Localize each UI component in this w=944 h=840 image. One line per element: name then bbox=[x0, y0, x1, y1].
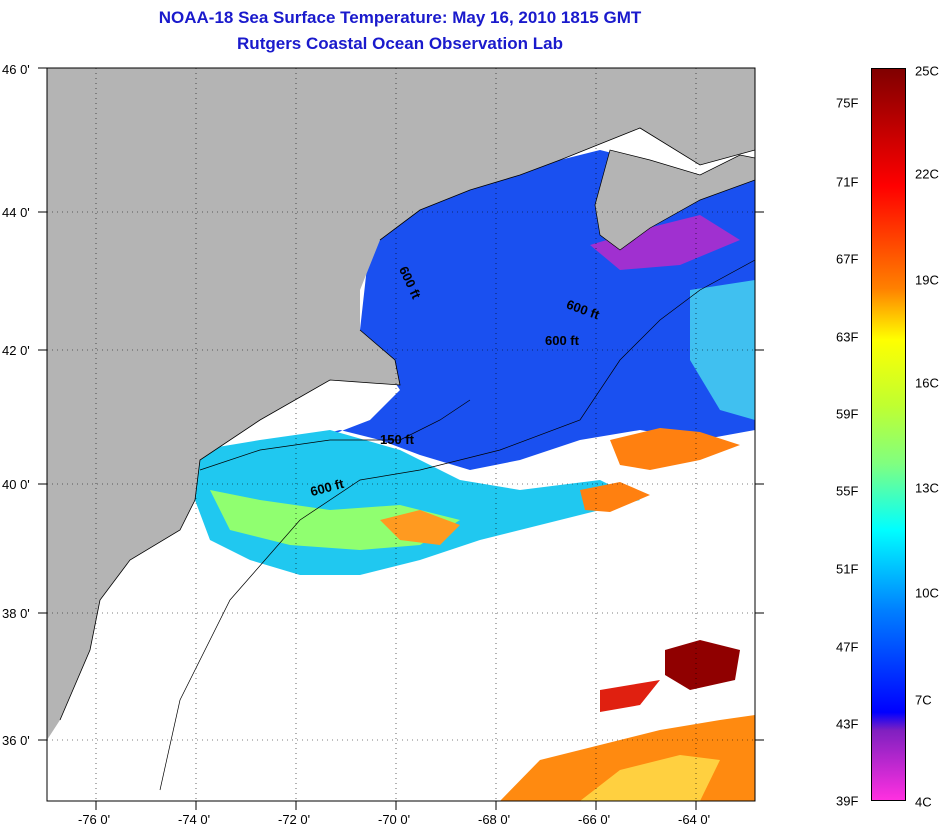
sst-orange-patch bbox=[580, 482, 650, 512]
lat-label: 40 0' bbox=[2, 477, 30, 492]
bathymetry-contour bbox=[159, 259, 755, 791]
map-subtitle: Rutgers Coastal Ocean Observation Lab bbox=[237, 34, 563, 53]
sst-darkred-patch bbox=[665, 640, 740, 690]
colorbar-c-label: 22C bbox=[915, 166, 939, 182]
lon-label: -76 0' bbox=[78, 812, 111, 827]
colorbar-c-label: 7C bbox=[915, 692, 932, 708]
lat-label: 46 0' bbox=[2, 62, 30, 77]
coastline bbox=[59, 127, 755, 721]
colorbar-c-label: 13C bbox=[915, 480, 939, 496]
colorbar-c-label: 25C bbox=[915, 63, 939, 79]
colorbar-c-label: 16C bbox=[915, 375, 939, 391]
land-mainland bbox=[47, 68, 755, 740]
lat-label: 42 0' bbox=[2, 343, 30, 358]
lon-label: -74 0' bbox=[178, 812, 211, 827]
colorbar-c-label: 4C bbox=[915, 794, 932, 810]
lat-label: 36 0' bbox=[2, 733, 30, 748]
lon-label: -70 0' bbox=[378, 812, 411, 827]
map-title: NOAA-18 Sea Surface Temperature: May 16,… bbox=[158, 8, 642, 27]
land-nova-scotia bbox=[594, 149, 755, 251]
colorbar-f-label: 59F bbox=[836, 406, 859, 422]
contour-label: 150 ft bbox=[380, 432, 414, 447]
colorbar-f-label: 55F bbox=[836, 483, 859, 499]
colorbar-f-label: 39F bbox=[836, 793, 859, 809]
grid-lines bbox=[47, 68, 755, 801]
colorbar-c-label: 10C bbox=[915, 585, 939, 601]
colorbar-f-label: 51F bbox=[836, 561, 859, 577]
map-frame bbox=[46, 67, 756, 802]
colorbar-f-label: 43F bbox=[836, 716, 859, 732]
lat-label: 44 0' bbox=[2, 205, 30, 220]
sst-red-patch bbox=[600, 680, 660, 712]
contour-label: 600 ft bbox=[545, 333, 579, 348]
lon-label: -64 0' bbox=[678, 812, 711, 827]
colorbar-f-label: 75F bbox=[836, 95, 859, 111]
sst-orange-band bbox=[380, 510, 460, 545]
lon-label: -72 0' bbox=[278, 812, 311, 827]
colorbar-f-label: 67F bbox=[836, 251, 859, 267]
colorbar-c-label: 19C bbox=[915, 272, 939, 288]
lon-label: -66 0' bbox=[578, 812, 611, 827]
colorbar-f-label: 47F bbox=[836, 639, 859, 655]
lon-label: -68 0' bbox=[478, 812, 511, 827]
axis-ticks bbox=[38, 67, 764, 810]
lat-label: 38 0' bbox=[2, 606, 30, 621]
temperature-colorbar bbox=[871, 68, 906, 801]
sst-purple-patch bbox=[590, 215, 740, 270]
colorbar-f-label: 71F bbox=[836, 174, 859, 190]
bathymetry-contour bbox=[199, 399, 471, 471]
colorbar-f-label: 63F bbox=[836, 329, 859, 345]
sst-south-yellow bbox=[580, 755, 720, 801]
sst-orange-east bbox=[610, 428, 740, 470]
